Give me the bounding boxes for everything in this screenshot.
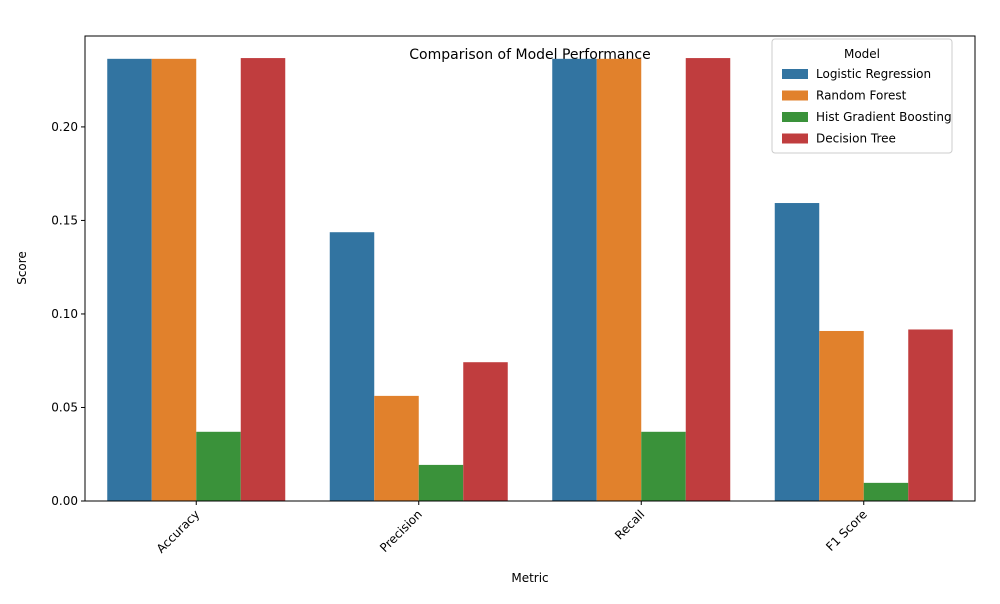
plot-area-frame <box>84 35 976 502</box>
x-tick-label: F1 Score <box>823 507 870 554</box>
x-axis-label: Metric <box>511 571 548 585</box>
legend-label: Logistic Regression <box>816 67 931 81</box>
legend-swatch <box>782 90 808 101</box>
legend-label: Random Forest <box>816 89 907 103</box>
bar <box>552 58 597 501</box>
legend-frame <box>771 38 953 154</box>
x-tick-label: Recall <box>612 507 647 542</box>
y-tick-label: 0.15 <box>51 213 78 227</box>
legend-items: Logistic Regression Random Forest Hist Gra… <box>782 67 952 146</box>
legend-title: Model <box>844 47 880 61</box>
bar <box>329 232 375 501</box>
legend-label: Decision Tree <box>816 132 896 146</box>
bar <box>418 464 464 501</box>
y-axis-label: Score <box>15 251 29 285</box>
bar <box>374 395 419 501</box>
legend: Model Logistic Regression Random Forest Hi… <box>771 38 953 154</box>
bar <box>240 58 286 502</box>
bar <box>463 362 508 501</box>
y-tick-label: 0.05 <box>51 400 78 414</box>
bar <box>819 330 864 501</box>
legend-swatch <box>782 133 808 144</box>
bar <box>685 58 731 502</box>
x-axis: Accuracy Precision Recall F1 Score <box>154 501 870 556</box>
x-tick-label: Precision <box>377 507 425 555</box>
bars-group <box>107 58 953 502</box>
y-tick-label: 0.00 <box>51 494 78 508</box>
bar <box>641 431 686 501</box>
legend-swatch <box>782 112 808 122</box>
bar <box>774 203 820 501</box>
bar <box>908 329 953 501</box>
bar <box>151 58 197 501</box>
bar <box>107 58 152 501</box>
y-axis: 0.00 0.05 0.10 0.15 0.20 <box>51 120 85 508</box>
y-tick-label: 0.10 <box>51 307 78 321</box>
bar <box>196 431 241 501</box>
legend-swatch <box>782 69 808 79</box>
y-tick-label: 0.20 <box>51 120 78 134</box>
x-tick-label: Accuracy <box>154 507 203 556</box>
bar <box>596 58 642 501</box>
bar <box>863 482 909 501</box>
legend-label: Hist Gradient Boosting <box>816 110 952 124</box>
